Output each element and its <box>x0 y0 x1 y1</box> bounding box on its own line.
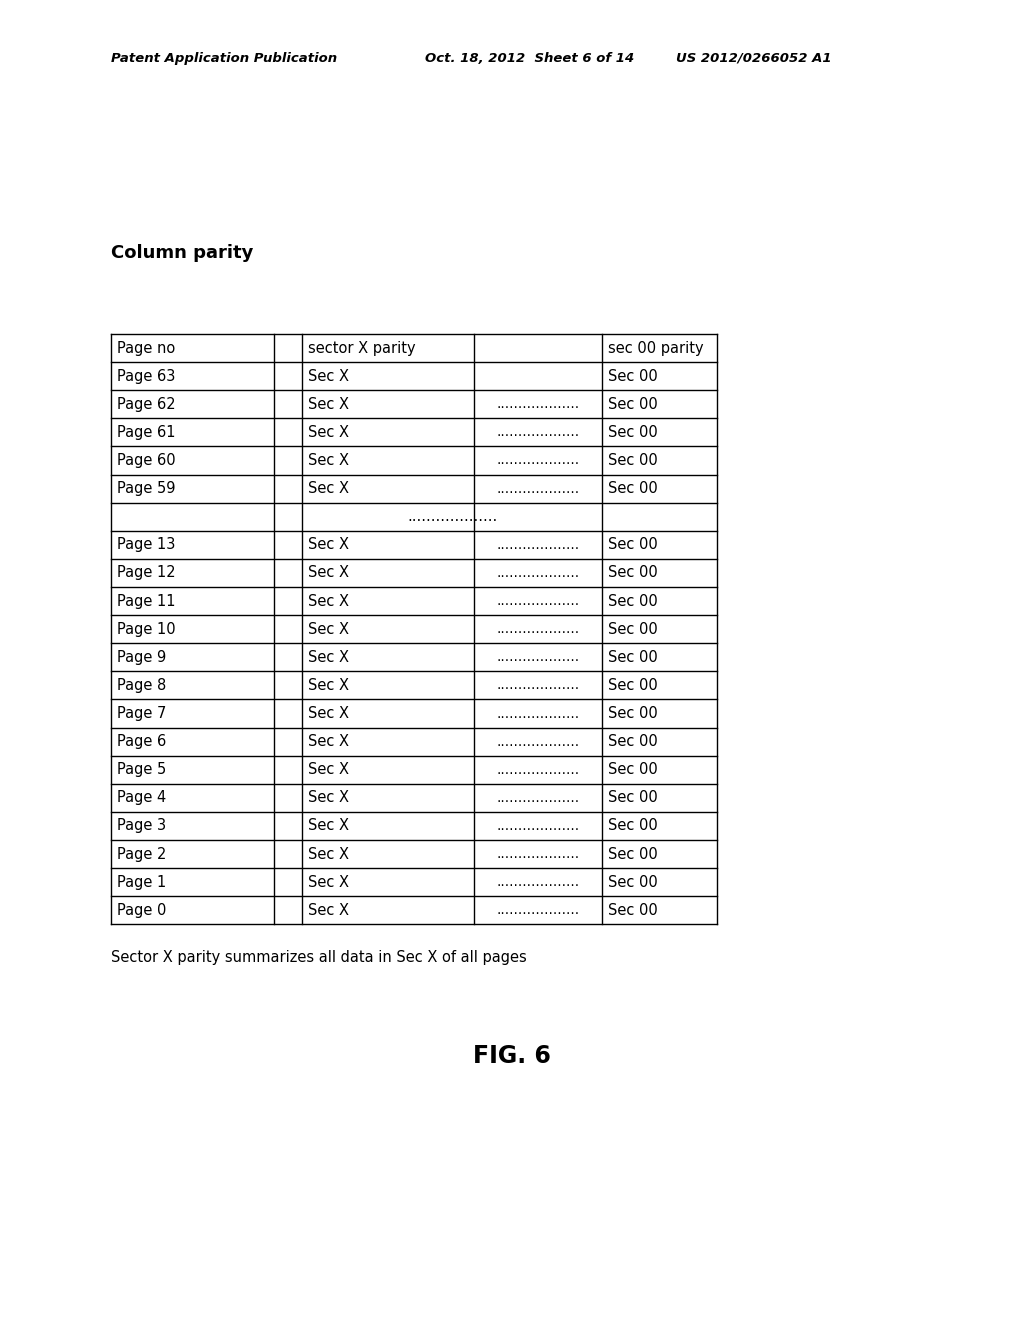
Text: Page 63: Page 63 <box>117 368 175 384</box>
Text: Page 7: Page 7 <box>117 706 166 721</box>
Text: Sec X: Sec X <box>308 734 349 750</box>
Text: Sec X: Sec X <box>308 818 349 833</box>
Text: Sec 00: Sec 00 <box>608 397 658 412</box>
Text: sector X parity: sector X parity <box>308 341 416 355</box>
Text: Page 5: Page 5 <box>117 762 166 777</box>
Text: ...................: ................... <box>497 651 580 664</box>
Text: Sec X: Sec X <box>308 706 349 721</box>
Text: Page 4: Page 4 <box>117 791 166 805</box>
Text: Sec 00: Sec 00 <box>608 425 658 440</box>
Text: Sec X: Sec X <box>308 649 349 665</box>
Text: ...................: ................... <box>497 791 580 805</box>
Text: Sec 00: Sec 00 <box>608 565 658 581</box>
Text: Page 8: Page 8 <box>117 678 166 693</box>
Text: Page 12: Page 12 <box>117 565 175 581</box>
Text: Page 3: Page 3 <box>117 818 166 833</box>
Text: ...................: ................... <box>497 622 580 636</box>
Text: Sec X: Sec X <box>308 762 349 777</box>
Text: Sec X: Sec X <box>308 791 349 805</box>
Text: Sec X: Sec X <box>308 425 349 440</box>
Text: US 2012/0266052 A1: US 2012/0266052 A1 <box>676 51 831 65</box>
Text: ...................: ................... <box>497 875 580 890</box>
Text: Sec X: Sec X <box>308 875 349 890</box>
Text: Sec 00: Sec 00 <box>608 846 658 862</box>
Text: Oct. 18, 2012  Sheet 6 of 14: Oct. 18, 2012 Sheet 6 of 14 <box>425 51 634 65</box>
Text: ...................: ................... <box>407 510 498 524</box>
Text: Sec X: Sec X <box>308 537 349 552</box>
Text: Page 1: Page 1 <box>117 875 166 890</box>
Text: ...................: ................... <box>497 537 580 552</box>
Text: Sec 00: Sec 00 <box>608 818 658 833</box>
Text: ...................: ................... <box>497 903 580 917</box>
Text: Page 61: Page 61 <box>117 425 175 440</box>
Text: ...................: ................... <box>497 847 580 861</box>
Text: Sec 00: Sec 00 <box>608 791 658 805</box>
Text: Sec X: Sec X <box>308 678 349 693</box>
Text: Sec X: Sec X <box>308 397 349 412</box>
Text: Sec 00: Sec 00 <box>608 622 658 636</box>
Text: Sec X: Sec X <box>308 368 349 384</box>
Text: Sec 00: Sec 00 <box>608 734 658 750</box>
Text: Sec 00: Sec 00 <box>608 762 658 777</box>
Text: Page 9: Page 9 <box>117 649 166 665</box>
Text: ...................: ................... <box>497 397 580 412</box>
Text: Sec 00: Sec 00 <box>608 537 658 552</box>
Text: Sec X: Sec X <box>308 453 349 469</box>
Text: ...................: ................... <box>497 706 580 721</box>
Text: Sec 00: Sec 00 <box>608 649 658 665</box>
Text: Page 13: Page 13 <box>117 537 175 552</box>
Text: ...................: ................... <box>497 735 580 748</box>
Text: Sec 00: Sec 00 <box>608 594 658 609</box>
Text: Page 11: Page 11 <box>117 594 175 609</box>
Text: ...................: ................... <box>497 566 580 579</box>
Text: Page 59: Page 59 <box>117 480 175 496</box>
Text: Sec 00: Sec 00 <box>608 706 658 721</box>
Text: Sec 00: Sec 00 <box>608 480 658 496</box>
Text: Sec 00: Sec 00 <box>608 368 658 384</box>
Text: Sec X: Sec X <box>308 480 349 496</box>
Text: Sec 00: Sec 00 <box>608 678 658 693</box>
Text: Sec 00: Sec 00 <box>608 903 658 917</box>
Text: Sec X: Sec X <box>308 565 349 581</box>
Text: Sec X: Sec X <box>308 903 349 917</box>
Text: Sec 00: Sec 00 <box>608 875 658 890</box>
Text: ...................: ................... <box>497 594 580 609</box>
Text: sec 00 parity: sec 00 parity <box>608 341 703 355</box>
Text: Sec X: Sec X <box>308 594 349 609</box>
Text: Sec X: Sec X <box>308 846 349 862</box>
Text: Sector X parity summarizes all data in Sec X of all pages: Sector X parity summarizes all data in S… <box>111 950 526 965</box>
Text: Page 62: Page 62 <box>117 397 175 412</box>
Text: ...................: ................... <box>497 425 580 440</box>
Text: Page 0: Page 0 <box>117 903 166 917</box>
Text: Patent Application Publication: Patent Application Publication <box>111 51 337 65</box>
Text: Sec X: Sec X <box>308 622 349 636</box>
Text: Page 60: Page 60 <box>117 453 175 469</box>
Text: Page 2: Page 2 <box>117 846 166 862</box>
Text: ...................: ................... <box>497 454 580 467</box>
Text: Page no: Page no <box>117 341 175 355</box>
Text: Column parity: Column parity <box>111 244 253 263</box>
Text: ...................: ................... <box>497 482 580 495</box>
Text: FIG. 6: FIG. 6 <box>473 1044 551 1068</box>
Text: Page 10: Page 10 <box>117 622 175 636</box>
Text: Sec 00: Sec 00 <box>608 453 658 469</box>
Text: ...................: ................... <box>497 818 580 833</box>
Text: ...................: ................... <box>497 763 580 776</box>
Text: Page 6: Page 6 <box>117 734 166 750</box>
Text: ...................: ................... <box>497 678 580 693</box>
